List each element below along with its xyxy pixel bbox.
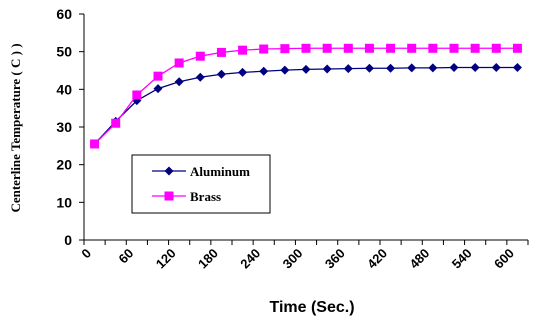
legend: Aluminum Brass [131,154,271,214]
data-point-aluminum [428,63,438,73]
data-point-aluminum [195,72,205,82]
data-point-aluminum [301,64,311,74]
data-point-aluminum [280,65,290,75]
data-point-brass [195,51,205,61]
data-point-brass [449,43,459,53]
x-axis-label: Time (Sec.) [269,299,354,316]
data-point-aluminum [174,77,184,87]
legend-box [131,154,271,214]
data-point-brass [132,90,142,100]
data-point-brass [216,47,226,57]
legend-marker-brass [164,191,174,201]
data-point-aluminum [238,67,248,77]
axes [79,13,529,245]
data-point-aluminum [386,63,396,73]
x-tick-label: 480 [406,246,432,272]
data-point-aluminum [343,64,353,74]
data-point-brass [153,71,163,81]
series-brass [90,43,522,149]
data-point-aluminum [407,63,417,73]
y-axis-label: Centerline Temperature ( C ) ) [8,43,23,212]
x-tick-label: 0 [78,246,94,262]
y-tick-label: 60 [56,6,72,22]
y-tick-label: 30 [56,119,72,135]
data-point-brass [280,44,290,54]
data-point-aluminum [364,63,374,73]
y-tick-label: 50 [56,44,72,60]
x-tick-label: 420 [364,246,390,272]
x-tick-label: 540 [449,246,475,272]
x-tick-label: 180 [195,246,221,272]
legend-label-brass: Brass [190,189,221,204]
data-point-brass [343,43,353,53]
data-point-brass [90,139,100,149]
data-point-aluminum [216,69,226,79]
x-tick-label: 300 [280,246,306,272]
data-point-aluminum [153,84,163,94]
series-group [90,43,522,149]
y-tick-label: 40 [56,81,72,97]
data-point-brass [407,43,417,53]
y-tick-label: 10 [56,194,72,210]
data-point-brass [174,58,184,68]
data-point-brass [111,118,121,128]
x-tick-label: 360 [322,246,348,272]
y-tick-label: 20 [56,157,72,173]
data-point-aluminum [259,66,269,76]
data-point-brass [470,43,480,53]
data-point-brass [238,45,248,55]
legend-marker-aluminum [164,166,174,176]
data-point-brass [491,43,501,53]
x-tick-label: 600 [491,246,517,272]
x-tick-label: 120 [153,246,179,272]
data-point-brass [364,43,374,53]
data-point-aluminum [449,62,459,72]
data-point-brass [301,43,311,53]
data-point-brass [386,43,396,53]
data-point-brass [259,44,269,54]
legend-label-aluminum: Aluminum [190,164,250,179]
data-point-aluminum [512,62,522,72]
series-line-brass [94,47,518,145]
data-point-aluminum [322,64,332,74]
y-tick-label: 0 [64,232,72,248]
x-tick-label: 240 [237,246,263,272]
data-point-brass [322,43,332,53]
data-point-aluminum [491,62,501,72]
data-point-brass [512,43,522,53]
data-point-brass [428,43,438,53]
data-point-aluminum [470,62,480,72]
x-tick-label: 60 [116,246,137,267]
